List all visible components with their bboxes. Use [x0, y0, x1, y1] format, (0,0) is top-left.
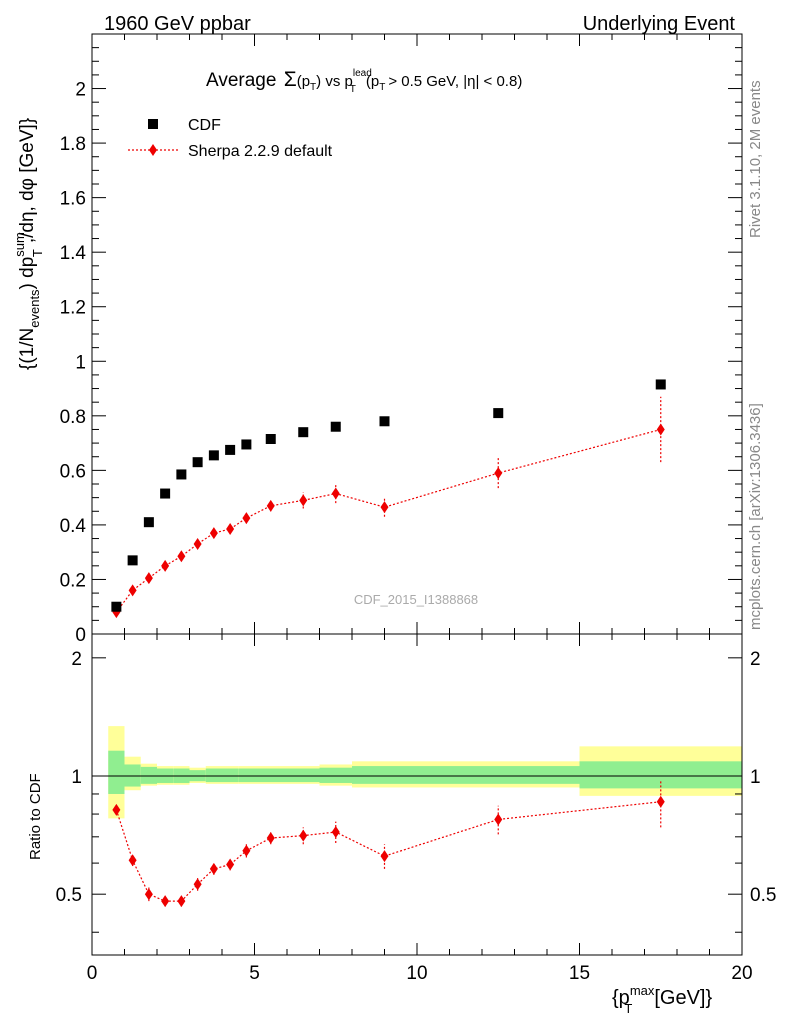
- ratio-ytick-label-right: 2: [750, 649, 761, 670]
- main-ytick-label: 1.6: [60, 189, 86, 210]
- ratio-ytick-label: 1: [71, 767, 82, 788]
- cdf-point: [111, 601, 122, 612]
- cdf-point: [225, 444, 236, 455]
- cdf-point: [493, 408, 504, 419]
- main-ytick-label: 2: [75, 80, 86, 101]
- ratio-point: [242, 844, 251, 857]
- ratio-inner-band: [417, 766, 580, 784]
- cdf-point: [208, 450, 219, 461]
- sherpa-point: [161, 559, 170, 572]
- mcplots-label: mcplots.cern.ch [arXiv:1306.3436]: [747, 403, 764, 630]
- header-right: Underlying Event: [583, 13, 736, 35]
- ratio-inner-band: [579, 761, 742, 789]
- ratio-ytick-label-right: 0.5: [750, 885, 776, 906]
- ratio-point: [494, 813, 503, 826]
- sherpa-point: [144, 572, 153, 585]
- cdf-point: [241, 439, 252, 450]
- legend: CDF Sherpa 2.2.9 default: [128, 117, 333, 160]
- ratio-point: [299, 829, 308, 842]
- sherpa-point: [656, 423, 665, 436]
- cdf-point: [127, 555, 138, 566]
- legend-sherpa-label: Sherpa 2.2.9 default: [188, 143, 333, 160]
- ratio-ytick-label-right: 1: [750, 767, 761, 788]
- ratio-ytick-label: 2: [71, 649, 82, 670]
- ratio-xtick-label: 0: [87, 963, 98, 984]
- chart-title: Average Σ(pT) vs plead T (pT > 0.5 GeV, |η|…: [206, 68, 522, 95]
- ratio-inner-band: [287, 768, 320, 783]
- ratio-xtick-label: 10: [406, 963, 427, 984]
- ratio-inner-band: [140, 766, 157, 784]
- watermark: CDF_2015_I1388868: [354, 592, 478, 607]
- ratio-point: [161, 895, 170, 908]
- sherpa-point: [226, 523, 235, 535]
- cdf-point: [655, 379, 666, 390]
- cdf-point: [330, 421, 341, 432]
- ratio-point: [331, 826, 340, 839]
- sherpa-point: [494, 467, 503, 480]
- ratio-ytick-label: 0.5: [56, 885, 82, 906]
- sherpa-point: [193, 538, 202, 550]
- ratio-point: [226, 858, 235, 871]
- legend-cdf-marker: [148, 119, 158, 129]
- cdf-point: [192, 457, 203, 468]
- main-ytick-label: 0.2: [60, 570, 86, 591]
- legend-sherpa-marker: [149, 144, 157, 156]
- main-ytick-label: 0.8: [60, 407, 86, 428]
- cdf-point: [265, 434, 276, 444]
- sherpa-series-line: [115, 428, 661, 613]
- sherpa-point: [299, 494, 308, 507]
- ratio-point: [112, 803, 121, 816]
- xlabel: {pmax T [GeV]}: [612, 983, 712, 1016]
- ratio-point: [656, 795, 665, 808]
- ratio-inner-band: [319, 767, 352, 783]
- main-ytick-label: 1.2: [60, 298, 86, 319]
- legend-cdf-label: CDF: [188, 117, 221, 134]
- ratio-point: [177, 895, 186, 908]
- cdf-point: [160, 488, 171, 499]
- sherpa-point: [380, 501, 389, 514]
- ratio-inner-band: [254, 768, 287, 783]
- sherpa-point: [242, 512, 251, 525]
- header-left: 1960 GeV ppbar: [104, 13, 251, 35]
- main-ytick-label: 0.6: [60, 461, 86, 482]
- ratio-inner-band: [205, 768, 222, 783]
- ratio-point: [209, 862, 218, 875]
- ratio-inner-band: [222, 768, 239, 783]
- sherpa-point: [266, 499, 275, 512]
- ratio-series-line: [115, 801, 661, 902]
- sherpa-point: [331, 487, 340, 500]
- main-panel: 0 0.2 0.4 0.6 0.8 1 1.2 1.4 1.6 1.8 2 CDF_2015_I13…: [12, 33, 743, 646]
- main-ytick-label: 0.4: [60, 516, 87, 537]
- ratio-panel: 0 5 10 15 20 0.5 0.5 1 1 2 2 Ratio to CDF {pmax T [G…: [27, 633, 776, 1016]
- ratio-point: [380, 850, 389, 863]
- ratio-ylabel: Ratio to CDF: [27, 773, 44, 860]
- ratio-xtick-label: 5: [249, 963, 260, 984]
- ratio-point: [193, 878, 202, 891]
- ratio-point: [144, 888, 153, 901]
- ratio-inner-band: [352, 766, 417, 784]
- ratio-inner-band: [238, 768, 255, 783]
- sherpa-point: [177, 550, 186, 563]
- main-ylabel: {(1/Nevents) dpsum T,/dη, dφ [GeV]}: [12, 118, 45, 370]
- ratio-xtick-label: 15: [569, 963, 590, 984]
- cdf-point: [143, 517, 154, 528]
- ratio-point: [128, 854, 137, 867]
- cdf-point: [379, 416, 390, 427]
- main-ytick-label: 1.4: [60, 243, 87, 264]
- ratio-inner-band: [108, 750, 125, 794]
- sherpa-point: [209, 527, 218, 540]
- sherpa-point: [128, 584, 137, 597]
- cdf-point: [298, 427, 309, 438]
- main-ytick-label: 1.8: [60, 134, 86, 155]
- ratio-point: [266, 832, 275, 845]
- cdf-point: [176, 469, 187, 480]
- main-ytick-label: 0: [75, 625, 86, 646]
- rivet-label: Rivet 3.1.10, 2M events: [747, 80, 764, 238]
- ratio-xtick-label: 20: [731, 963, 752, 984]
- main-ytick-label: 1: [75, 352, 86, 373]
